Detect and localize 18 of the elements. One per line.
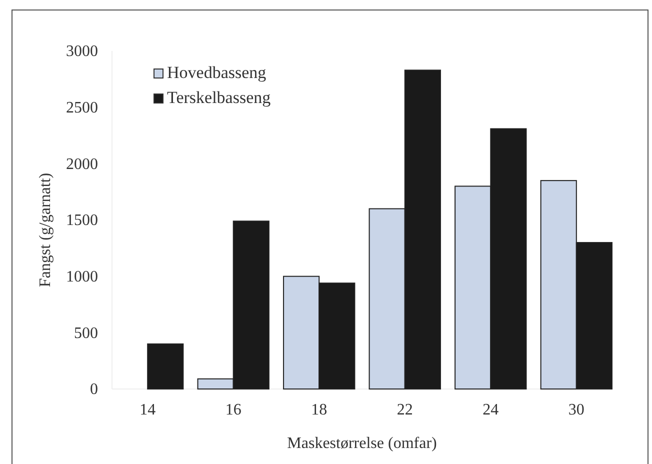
y-tick-label: 3000 — [66, 43, 98, 60]
y-tick-label: 500 — [74, 324, 98, 342]
x-tick-label: 24 — [482, 401, 499, 418]
x-tick-label: 22 — [396, 401, 413, 418]
y-axis-title: Fangst (g/garnatt) — [37, 172, 54, 288]
x-tick-label: 30 — [568, 401, 584, 418]
x-tick-label: 18 — [311, 401, 328, 418]
x-axis-title: Maskestørrelse (omfar) — [287, 435, 437, 452]
y-tick-label: 0 — [90, 381, 98, 398]
legend-label: Terskelbasseng — [167, 88, 272, 107]
y-tick-label: 1500 — [66, 212, 98, 230]
y-tick-label: 2000 — [66, 156, 98, 173]
y-tick-label: 1000 — [66, 268, 98, 286]
legend-label: Hovedbasseng — [167, 63, 267, 82]
x-tick-label: 14 — [140, 401, 156, 418]
bar — [147, 343, 184, 390]
y-tick-label: 2500 — [66, 99, 98, 116]
x-tick-label: 16 — [225, 401, 242, 418]
